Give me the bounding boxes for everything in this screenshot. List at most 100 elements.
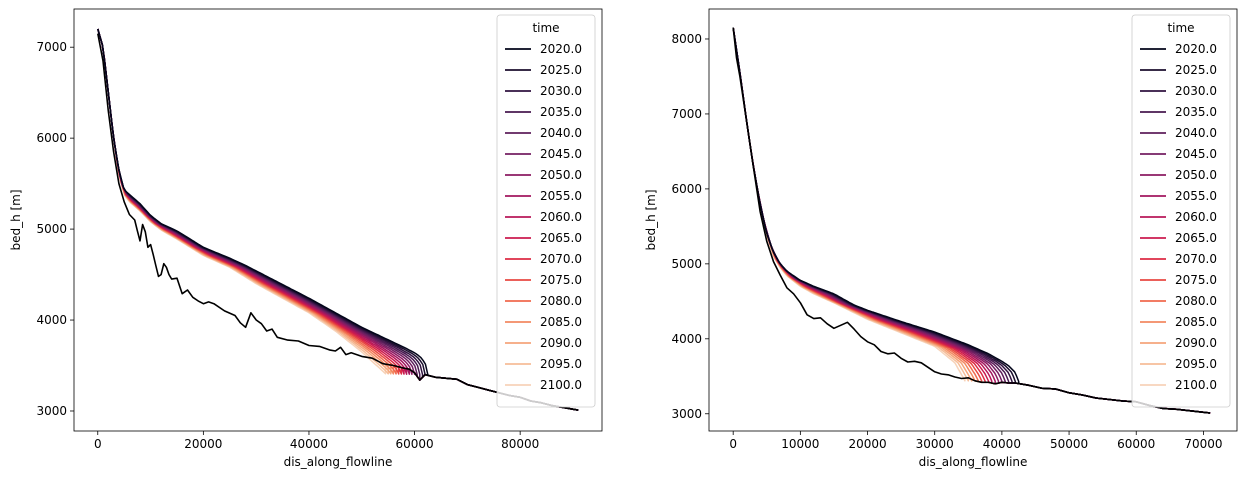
legend-label: 2070.0 (540, 252, 582, 266)
legend-item: 2085.0 (505, 315, 582, 329)
x-tick-label: 80000 (501, 437, 539, 451)
legend-label: 2045.0 (1175, 147, 1217, 161)
legend-label: 2040.0 (1175, 126, 1217, 140)
legend-item: 2090.0 (1140, 336, 1217, 350)
legend-label: 2035.0 (1175, 105, 1217, 119)
legend-item: 2100.0 (1140, 378, 1217, 392)
x-axis-label: dis_along_flowline (284, 455, 393, 469)
legend-item: 2075.0 (1140, 273, 1217, 287)
legend-item: 2060.0 (1140, 210, 1217, 224)
legend-item: 2080.0 (505, 294, 582, 308)
legend-label: 2030.0 (1175, 84, 1217, 98)
legend-item: 2030.0 (505, 84, 582, 98)
y-tick-label: 3000 (36, 404, 67, 418)
legend-label: 2085.0 (540, 315, 582, 329)
x-tick-label: 20000 (848, 437, 886, 451)
x-tick-label: 40000 (290, 437, 328, 451)
legend-box (496, 14, 596, 408)
legend-item: 2045.0 (505, 147, 582, 161)
plot-area (97, 28, 579, 411)
legend-item: 2055.0 (1140, 189, 1217, 203)
legend-item: 2095.0 (505, 357, 582, 371)
y-tick-label: 5000 (671, 257, 702, 271)
y-tick-label: 4000 (671, 332, 702, 346)
legend-item: 2100.0 (505, 378, 582, 392)
x-tick-label: 0 (729, 437, 737, 451)
chart-panel-1: 0 20000 40000 60000 80000 3000 4000 5000 6000 700… (9, 8, 603, 469)
legend-label: 2095.0 (540, 357, 582, 371)
x-tick-label: 40000 (983, 437, 1021, 451)
legend-label: 2090.0 (540, 336, 582, 350)
legend-label: 2065.0 (1175, 231, 1217, 245)
legend-label: 2020.0 (1175, 42, 1217, 56)
y-tick-label: 3000 (671, 407, 702, 421)
y-tick-label: 6000 (36, 131, 67, 145)
legend-item: 2090.0 (505, 336, 582, 350)
y-axis-label: bed_h [m] (9, 189, 23, 250)
x-tick-label: 60000 (1117, 437, 1155, 451)
legend-item: 2070.0 (1140, 252, 1217, 266)
legend-label: 2020.0 (540, 42, 582, 56)
legend-item: 2060.0 (505, 210, 582, 224)
x-axis-label: dis_along_flowline (919, 455, 1028, 469)
axes-frame (708, 8, 1238, 432)
legend-item: 2045.0 (1140, 147, 1217, 161)
legend-item: 2065.0 (1140, 231, 1217, 245)
legend-label: 2055.0 (540, 189, 582, 203)
legend-label: 2100.0 (1175, 378, 1217, 392)
x-tick-label: 60000 (395, 437, 433, 451)
legend-title: time (532, 21, 559, 35)
legend-item: 2040.0 (505, 126, 582, 140)
legend-label: 2090.0 (1175, 336, 1217, 350)
x-tick-label: 50000 (1050, 437, 1088, 451)
chart-panel-2: 0 10000 20000 30000 40000 50000 60000 70000 3000… (644, 8, 1238, 469)
legend-label: 2075.0 (540, 273, 582, 287)
legend-item: 2050.0 (1140, 168, 1217, 182)
x-tick-label: 10000 (781, 437, 819, 451)
legend-item: 2020.0 (505, 42, 582, 56)
legend-label: 2050.0 (540, 168, 582, 182)
legend-label: 2030.0 (540, 84, 582, 98)
legend-label: 2075.0 (1175, 273, 1217, 287)
y-tick-label: 7000 (36, 40, 67, 54)
legend-label: 2025.0 (540, 63, 582, 77)
legend-item: 2085.0 (1140, 315, 1217, 329)
y-tick-label: 5000 (36, 222, 67, 236)
x-tick-label: 30000 (916, 437, 954, 451)
legend-item: 2025.0 (1140, 63, 1217, 77)
legend-label: 2070.0 (1175, 252, 1217, 266)
y-tick-label: 8000 (671, 32, 702, 46)
legend-box (1131, 14, 1231, 408)
legend-item: 2020.0 (1140, 42, 1217, 56)
legend-item: 2040.0 (1140, 126, 1217, 140)
legend-item: 2095.0 (1140, 357, 1217, 371)
legend-label: 2080.0 (540, 294, 582, 308)
legend-label: 2060.0 (540, 210, 582, 224)
legend-item: 2075.0 (505, 273, 582, 287)
y-tick-label: 7000 (671, 107, 702, 121)
y-axis-label: bed_h [m] (644, 189, 658, 250)
legend-item: 2080.0 (1140, 294, 1217, 308)
y-tick-label: 6000 (671, 182, 702, 196)
plot-area (732, 27, 1211, 414)
legend-item: 2035.0 (505, 105, 582, 119)
axes-frame (73, 8, 603, 432)
legend-label: 2080.0 (1175, 294, 1217, 308)
legend-label: 2085.0 (1175, 315, 1217, 329)
legend-item: 2030.0 (1140, 84, 1217, 98)
legend-item: 2055.0 (505, 189, 582, 203)
legend-item: 2070.0 (505, 252, 582, 266)
legend-label: 2065.0 (540, 231, 582, 245)
bed-line (97, 33, 579, 411)
legend-label: 2095.0 (1175, 357, 1217, 371)
legend: time 2020.0 2025.0 2030.0 2035.0 2040.0 2045.0… (496, 14, 596, 408)
legend-label: 2100.0 (540, 378, 582, 392)
legend-label: 2055.0 (1175, 189, 1217, 203)
y-tick-label: 4000 (36, 313, 67, 327)
legend-label: 2025.0 (1175, 63, 1217, 77)
legend-label: 2035.0 (540, 105, 582, 119)
bed-line (732, 27, 1211, 414)
x-tick-label: 20000 (184, 437, 222, 451)
legend-label: 2060.0 (1175, 210, 1217, 224)
